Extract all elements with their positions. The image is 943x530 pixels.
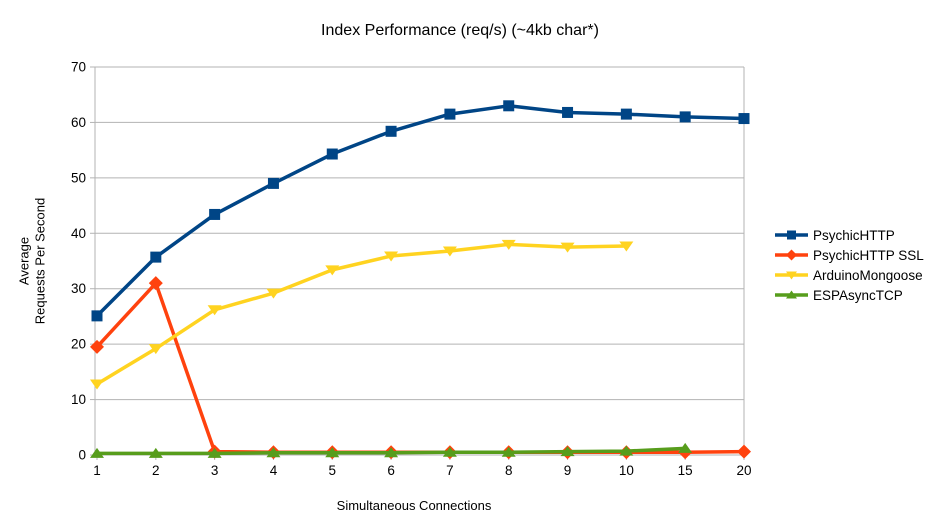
series-line-psychichttp bbox=[95, 104, 746, 318]
data-point-marker-triangle-up bbox=[207, 447, 222, 458]
x-tick-label: 5 bbox=[329, 463, 337, 478]
y-tick-label: 70 bbox=[71, 60, 86, 75]
y-axis-title-line1: Average bbox=[16, 236, 32, 286]
data-point-marker-diamond bbox=[737, 444, 751, 459]
legend-label-arduinomongoose: ArduinoMongoose bbox=[813, 267, 923, 283]
legend-item-psychichttp: PsychicHTTP bbox=[775, 225, 924, 245]
data-point-marker-square bbox=[209, 208, 221, 220]
data-point-marker-triangle-down bbox=[560, 242, 575, 253]
data-point-marker-triangle-down bbox=[325, 265, 340, 276]
legend-marker-diamond-icon bbox=[786, 249, 797, 261]
legend: PsychicHTTP PsychicHTTP SSL ArduinoMongoos… bbox=[775, 225, 924, 305]
x-tick-label: 6 bbox=[387, 463, 395, 478]
data-point-marker-triangle-down bbox=[90, 379, 104, 390]
data-point-marker-triangle-down bbox=[266, 288, 281, 299]
legend-marker-triangle-down-icon bbox=[786, 271, 797, 280]
data-point-marker-square bbox=[91, 310, 103, 322]
x-tick-label: 10 bbox=[619, 463, 634, 478]
legend-item-psychichttp-ssl: PsychicHTTP SSL bbox=[775, 245, 924, 265]
y-tick-label: 20 bbox=[71, 337, 86, 352]
data-point-marker-square bbox=[503, 100, 515, 112]
y-tick-label: 60 bbox=[71, 115, 86, 130]
chart-title: Index Performance (req/s) (~4kb char*) bbox=[321, 22, 599, 39]
data-point-marker-triangle-up bbox=[384, 447, 399, 458]
data-point-marker-triangle-down bbox=[619, 241, 634, 252]
x-tick-label: 1 bbox=[93, 463, 101, 478]
x-tick-label: 3 bbox=[211, 463, 219, 478]
data-point-marker-triangle-down bbox=[501, 239, 516, 250]
data-point-marker-triangle-up bbox=[148, 447, 163, 458]
series-line-arduinomongoose bbox=[95, 242, 629, 386]
y-tick-label: 40 bbox=[71, 226, 86, 241]
data-point-marker-triangle-up bbox=[325, 447, 340, 458]
data-point-marker-square bbox=[267, 177, 279, 189]
x-tick-label: 2 bbox=[152, 463, 160, 478]
data-point-marker-triangle-up bbox=[619, 445, 634, 456]
data-point-marker-square bbox=[326, 148, 338, 160]
data-point-marker-triangle-up bbox=[266, 447, 281, 458]
data-point-marker-square bbox=[679, 111, 691, 123]
y-axis-title-line2: Requests Per Second bbox=[32, 197, 47, 325]
data-point-marker-triangle-down bbox=[442, 246, 457, 257]
x-tick-label: 4 bbox=[270, 463, 278, 478]
x-tick-label: 7 bbox=[446, 463, 454, 478]
data-point-marker-triangle-up bbox=[560, 446, 575, 457]
x-tick-label: 15 bbox=[678, 463, 693, 478]
data-point-marker-triangle-down bbox=[148, 344, 163, 355]
data-point-marker-triangle-down bbox=[384, 251, 399, 262]
legend-marker-square-icon bbox=[787, 230, 796, 240]
data-point-marker-triangle-up bbox=[442, 446, 457, 457]
data-point-marker-diamond bbox=[148, 276, 163, 291]
y-tick-label: 0 bbox=[78, 448, 86, 463]
data-point-marker-diamond bbox=[90, 339, 104, 354]
data-point-marker-square bbox=[620, 108, 632, 120]
x-axis-title: Simultaneous Connections bbox=[336, 498, 492, 513]
data-point-marker-square bbox=[738, 113, 750, 125]
series-line-psychichttp-ssl bbox=[95, 281, 746, 454]
legend-key-psychichttp-ssl bbox=[775, 249, 808, 261]
data-point-marker-triangle-up bbox=[501, 446, 516, 457]
y-tick-label: 30 bbox=[71, 281, 86, 296]
y-tick-label: 10 bbox=[71, 392, 86, 407]
data-point-marker-square bbox=[150, 251, 162, 263]
x-tick-label: 8 bbox=[505, 463, 513, 478]
legend-marker-triangle-up-icon bbox=[786, 290, 797, 299]
data-point-marker-triangle-up bbox=[90, 447, 104, 458]
legend-item-arduinomongoose: ArduinoMongoose bbox=[775, 265, 924, 285]
legend-label-espasynctcp: ESPAsyncTCP bbox=[813, 287, 903, 303]
y-axis-title: Average Requests Per Second bbox=[16, 198, 47, 324]
data-point-marker-triangle-up bbox=[678, 442, 693, 453]
data-point-marker-square bbox=[444, 108, 456, 120]
data-point-marker-square bbox=[562, 106, 574, 118]
data-point-marker-triangle-down bbox=[207, 305, 222, 316]
legend-label-psychichttp: PsychicHTTP bbox=[813, 227, 895, 243]
legend-label-psychichttp-ssl: PsychicHTTP SSL bbox=[813, 247, 924, 263]
x-tick-label: 20 bbox=[736, 463, 751, 478]
legend-key-psychichttp bbox=[775, 230, 808, 240]
data-point-marker-square bbox=[385, 125, 397, 137]
y-tick-label: 50 bbox=[71, 170, 86, 185]
legend-key-espasynctcp bbox=[775, 290, 808, 299]
legend-key-arduinomongoose bbox=[775, 271, 808, 280]
legend-item-espasynctcp: ESPAsyncTCP bbox=[775, 285, 924, 305]
x-tick-label: 9 bbox=[564, 463, 572, 478]
